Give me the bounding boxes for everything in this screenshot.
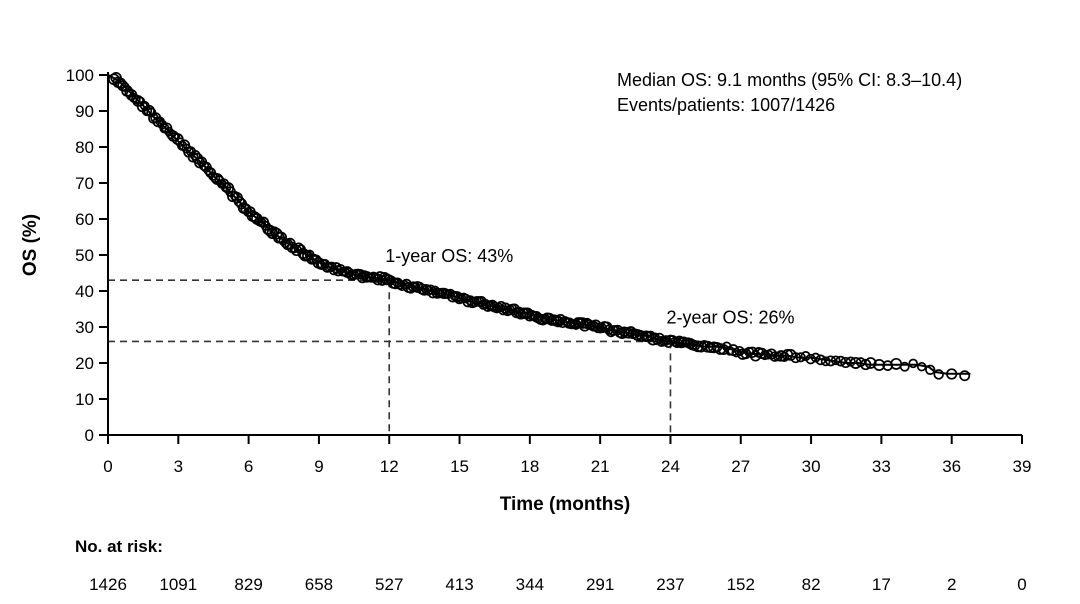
at-risk-count: 658 bbox=[305, 575, 333, 594]
censor-circle-marker bbox=[734, 345, 745, 357]
survival-curve bbox=[107, 74, 971, 375]
at-risk-count: 17 bbox=[872, 575, 891, 594]
x-tick-label: 24 bbox=[661, 457, 680, 476]
x-tick-label: 30 bbox=[802, 457, 821, 476]
median-os-annotation: Median OS: 9.1 months (95% CI: 8.3–10.4) bbox=[617, 70, 962, 90]
reference-label: 2-year OS: 26% bbox=[666, 307, 794, 327]
reference-label: 1-year OS: 43% bbox=[385, 246, 513, 266]
y-tick-label: 50 bbox=[75, 246, 94, 265]
censor-circle-marker bbox=[625, 326, 637, 338]
at-risk-count: 1426 bbox=[89, 575, 127, 594]
censor-circle-marker bbox=[795, 352, 806, 363]
censor-circle-marker bbox=[825, 355, 837, 367]
y-tick-label: 90 bbox=[75, 102, 94, 121]
y-tick-label: 30 bbox=[75, 318, 94, 337]
censor-circle-marker bbox=[779, 351, 790, 362]
censor-circle-marker bbox=[835, 355, 847, 367]
censor-circle-marker bbox=[873, 359, 886, 371]
x-tick-label: 12 bbox=[380, 457, 399, 476]
censor-circle-marker bbox=[916, 361, 927, 372]
y-tick-label: 0 bbox=[85, 426, 94, 445]
censor-circle-marker bbox=[959, 370, 971, 382]
x-tick-label: 15 bbox=[450, 457, 469, 476]
x-tick-label: 6 bbox=[244, 457, 253, 476]
x-tick-label: 0 bbox=[103, 457, 112, 476]
reference-dashed-lines bbox=[108, 279, 672, 435]
y-tick-label: 60 bbox=[75, 210, 94, 229]
censor-circle-marker bbox=[631, 329, 644, 341]
at-risk-count: 1091 bbox=[159, 575, 197, 594]
at-risk-count: 2 bbox=[947, 575, 956, 594]
at-risk-count: 344 bbox=[516, 575, 544, 594]
at-risk-count: 829 bbox=[234, 575, 262, 594]
x-axis-title: Time (months) bbox=[500, 494, 631, 515]
x-tick-label: 9 bbox=[314, 457, 323, 476]
censor-circle-marker bbox=[946, 368, 958, 380]
censor-circle-marker bbox=[908, 358, 918, 369]
y-tick-label: 80 bbox=[75, 138, 94, 157]
censor-circle-marker bbox=[784, 349, 797, 361]
censor-circle-marker bbox=[933, 369, 944, 380]
y-tick-label: 70 bbox=[75, 174, 94, 193]
at-risk-count: 413 bbox=[445, 575, 473, 594]
events-patients-annotation: Events/patients: 1007/1426 bbox=[617, 95, 835, 115]
x-tick-label: 33 bbox=[872, 457, 891, 476]
no-at-risk-label: No. at risk: bbox=[75, 537, 163, 556]
at-risk-count: 291 bbox=[586, 575, 614, 594]
y-axis-title: OS (%) bbox=[20, 214, 41, 276]
y-tick-label: 20 bbox=[75, 354, 94, 373]
censor-circle-marker bbox=[925, 364, 936, 375]
at-risk-count: 237 bbox=[656, 575, 684, 594]
survival-curve-line bbox=[107, 74, 971, 375]
x-tick-label: 3 bbox=[174, 457, 183, 476]
x-tick-label: 27 bbox=[731, 457, 750, 476]
censor-circle-marker bbox=[290, 244, 303, 257]
censor-circle-marker bbox=[864, 357, 877, 369]
x-tick-label: 39 bbox=[1013, 457, 1032, 476]
censor-circle-marker bbox=[830, 355, 841, 366]
y-tick-label: 10 bbox=[75, 390, 94, 409]
x-tick-label: 36 bbox=[942, 457, 961, 476]
censor-circle-marker bbox=[355, 268, 366, 280]
censor-circle-marker bbox=[372, 273, 384, 286]
censor-circle-marker bbox=[264, 224, 276, 237]
at-risk-count: 527 bbox=[375, 575, 403, 594]
censor-circle-marker bbox=[860, 358, 872, 371]
y-tick-label: 40 bbox=[75, 282, 94, 301]
y-tick-label: 100 bbox=[66, 66, 94, 85]
censor-circle-marker bbox=[790, 352, 802, 364]
censor-circle-marker bbox=[699, 340, 710, 350]
censor-circle-marker bbox=[289, 243, 300, 254]
censor-circle-marker bbox=[820, 356, 831, 367]
censor-circle-marker bbox=[899, 361, 910, 372]
at-risk-counts-row: 1426 1091 829 658 527 413 344 291 237 152 82 17 2 0 bbox=[89, 575, 1027, 594]
censor-circle-marker bbox=[769, 351, 780, 362]
at-risk-count: 0 bbox=[1017, 575, 1026, 594]
censor-circle-marker bbox=[711, 342, 723, 353]
survival-curve-markers bbox=[108, 72, 971, 382]
censor-circle-marker bbox=[815, 354, 827, 366]
x-tick-label: 21 bbox=[591, 457, 610, 476]
censor-circle-marker bbox=[630, 328, 641, 339]
reference-labels: 1-year OS: 43% 2-year OS: 26% bbox=[385, 246, 794, 327]
x-tick-label: 18 bbox=[520, 457, 539, 476]
censor-circle-marker bbox=[405, 283, 417, 294]
at-risk-count: 82 bbox=[802, 575, 821, 594]
at-risk-count: 152 bbox=[727, 575, 755, 594]
censor-circle-marker bbox=[805, 353, 816, 365]
